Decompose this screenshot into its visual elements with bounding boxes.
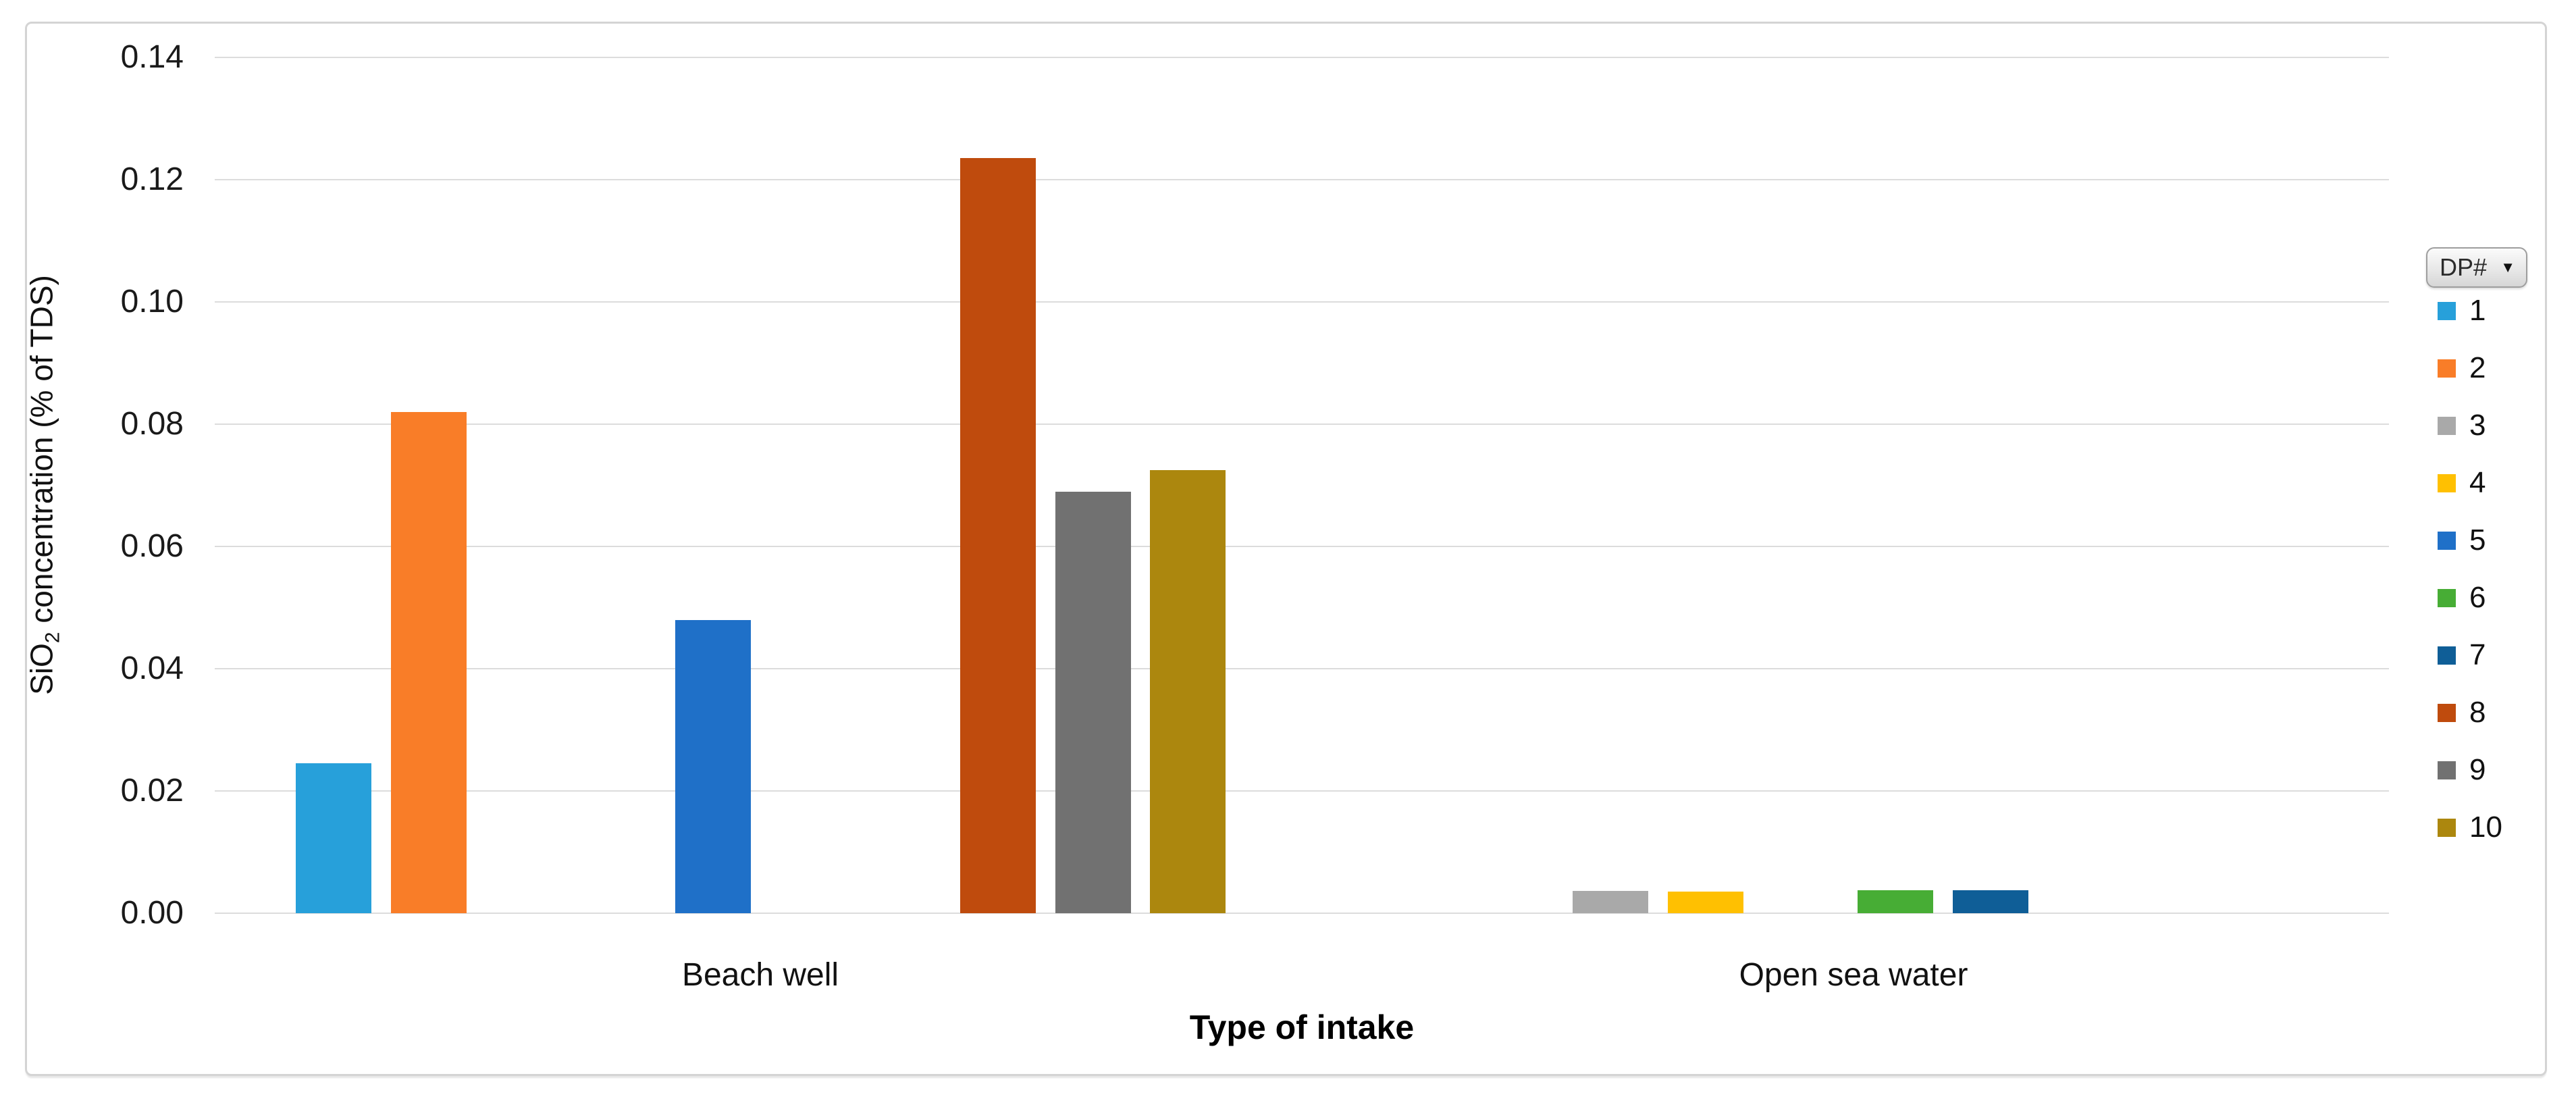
legend-label-8: 8 bbox=[2469, 696, 2486, 729]
bar-dp9-beach-well bbox=[1055, 491, 1131, 913]
legend-item-3: 3 bbox=[2438, 408, 2486, 443]
legend-swatch-8 bbox=[2438, 703, 2456, 722]
legend-swatch-5 bbox=[2438, 531, 2456, 550]
category-label-beach-well: Beach well bbox=[681, 957, 839, 993]
bar-dp2-beach-well bbox=[390, 411, 467, 913]
y-tick-label-0.10: 0.10 bbox=[120, 284, 184, 319]
category-label-open-sea-water: Open sea water bbox=[1739, 957, 1968, 993]
y-tick-label-0.14: 0.14 bbox=[120, 39, 184, 75]
bar-dp10-beach-well bbox=[1150, 469, 1226, 913]
legend-swatch-9 bbox=[2438, 761, 2456, 779]
y-axis-title-suffix: concentration (% of TDS) bbox=[24, 275, 59, 632]
bar-dp4-open-sea-water bbox=[1667, 892, 1743, 913]
legend-swatch-6 bbox=[2438, 588, 2456, 607]
bar-dp7-open-sea-water bbox=[1952, 890, 2028, 913]
legend-item-9: 9 bbox=[2438, 752, 2486, 788]
legend-swatch-1 bbox=[2438, 301, 2456, 320]
gridline-0.14 bbox=[215, 57, 2389, 58]
gridline-0.08 bbox=[215, 424, 2389, 425]
legend-swatch-7 bbox=[2438, 646, 2456, 665]
y-axis-title-subscript: 2 bbox=[41, 632, 64, 644]
legend-item-4: 4 bbox=[2438, 465, 2486, 501]
y-tick-label-0.02: 0.02 bbox=[120, 773, 184, 809]
legend-label-2: 2 bbox=[2469, 351, 2486, 384]
gridline-0.06 bbox=[215, 546, 2389, 547]
legend-swatch-10 bbox=[2438, 818, 2456, 837]
gridline-0.04 bbox=[215, 668, 2389, 669]
legend-item-1: 1 bbox=[2438, 293, 2486, 328]
legend-label-10: 10 bbox=[2469, 811, 2502, 844]
bar-dp3-open-sea-water bbox=[1573, 890, 1649, 913]
legend-field-button[interactable]: DP# ▼ bbox=[2426, 247, 2527, 288]
legend-item-5: 5 bbox=[2438, 523, 2486, 558]
bar-dp8-beach-well bbox=[960, 158, 1036, 913]
legend-item-7: 7 bbox=[2438, 638, 2486, 673]
legend-swatch-4 bbox=[2438, 473, 2456, 492]
legend-swatch-2 bbox=[2438, 359, 2456, 378]
legend-label-5: 5 bbox=[2469, 523, 2486, 557]
legend-label-3: 3 bbox=[2469, 409, 2486, 442]
y-tick-label-0.04: 0.04 bbox=[120, 650, 184, 686]
y-tick-label-0.08: 0.08 bbox=[120, 406, 184, 442]
legend-item-10: 10 bbox=[2438, 810, 2502, 845]
y-axis-title-prefix: SiO bbox=[24, 643, 59, 695]
bar-dp6-open-sea-water bbox=[1858, 890, 1933, 913]
legend-swatch-3 bbox=[2438, 416, 2456, 435]
legend-item-2: 2 bbox=[2438, 351, 2486, 386]
x-axis-title: Type of intake bbox=[1189, 1008, 1415, 1046]
legend-label-7: 7 bbox=[2469, 638, 2486, 671]
legend-label-1: 1 bbox=[2469, 294, 2486, 327]
gridline-0.00 bbox=[215, 913, 2389, 914]
legend-field-button-label: DP# bbox=[2440, 253, 2488, 281]
y-tick-label-0.12: 0.12 bbox=[120, 161, 184, 197]
legend-label-6: 6 bbox=[2469, 581, 2486, 614]
legend-item-8: 8 bbox=[2438, 695, 2486, 730]
gridline-0.10 bbox=[215, 301, 2389, 303]
bar-dp5-beach-well bbox=[675, 619, 752, 913]
gridline-0.12 bbox=[215, 179, 2389, 180]
bar-dp1-beach-well bbox=[296, 763, 371, 913]
dropdown-arrow-icon: ▼ bbox=[2500, 259, 2515, 276]
gridline-0.02 bbox=[215, 790, 2389, 792]
y-tick-label-0.06: 0.06 bbox=[120, 528, 184, 564]
y-axis-title: SiO2 concentration (% of TDS) bbox=[24, 275, 70, 695]
legend-label-9: 9 bbox=[2469, 753, 2486, 786]
legend-label-4: 4 bbox=[2469, 466, 2486, 499]
legend-item-6: 6 bbox=[2438, 580, 2486, 615]
y-tick-label-0.00: 0.00 bbox=[120, 895, 184, 931]
